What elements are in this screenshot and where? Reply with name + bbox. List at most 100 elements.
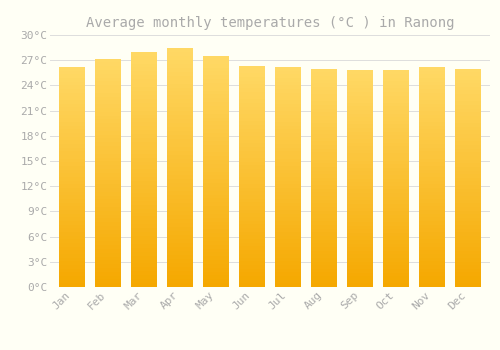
Bar [275, 250, 301, 254]
Bar [347, 106, 373, 110]
Bar [94, 264, 120, 268]
Bar [275, 177, 301, 181]
Bar [275, 214, 301, 217]
Bar [311, 225, 337, 229]
Bar [131, 60, 157, 64]
Bar [58, 162, 84, 166]
Bar [275, 195, 301, 199]
Bar [94, 146, 120, 150]
Bar [58, 96, 84, 100]
Bar [239, 184, 265, 188]
Bar [275, 269, 301, 272]
Bar [383, 175, 409, 178]
Bar [131, 283, 157, 287]
Bar [420, 203, 446, 206]
Bar [347, 121, 373, 125]
Bar [275, 74, 301, 78]
Bar [167, 231, 193, 235]
Bar [383, 77, 409, 81]
Bar [203, 225, 229, 229]
Bar [311, 94, 337, 98]
Bar [311, 196, 337, 200]
Bar [383, 200, 409, 204]
Bar [383, 172, 409, 175]
Bar [456, 269, 481, 272]
Bar [131, 197, 157, 201]
Bar [239, 188, 265, 191]
Bar [456, 90, 481, 94]
Bar [420, 250, 446, 254]
Bar [456, 254, 481, 258]
Bar [203, 229, 229, 233]
Bar [311, 265, 337, 269]
Bar [94, 116, 120, 119]
Bar [347, 240, 373, 244]
Bar [167, 116, 193, 119]
Bar [239, 206, 265, 210]
Bar [94, 112, 120, 116]
Bar [58, 254, 84, 258]
Bar [347, 211, 373, 215]
Bar [456, 160, 481, 163]
Bar [420, 206, 446, 210]
Bar [167, 283, 193, 287]
Bar [131, 150, 157, 154]
Bar [347, 77, 373, 81]
Bar [347, 258, 373, 262]
Bar [456, 116, 481, 120]
Bar [347, 103, 373, 106]
Bar [311, 145, 337, 149]
Bar [347, 164, 373, 168]
Bar [58, 181, 84, 184]
Bar [94, 222, 120, 226]
Bar [167, 267, 193, 271]
Bar [167, 207, 193, 211]
Bar [167, 91, 193, 96]
Bar [275, 104, 301, 107]
Bar [347, 153, 373, 157]
Bar [456, 94, 481, 98]
Bar [383, 96, 409, 99]
Bar [94, 119, 120, 123]
Bar [131, 252, 157, 255]
Bar [420, 232, 446, 236]
Bar [347, 204, 373, 208]
Bar [383, 142, 409, 146]
Bar [420, 96, 446, 100]
Bar [347, 161, 373, 164]
Bar [58, 155, 84, 159]
Bar [94, 93, 120, 97]
Bar [203, 237, 229, 241]
Bar [58, 272, 84, 276]
Bar [383, 186, 409, 189]
Bar [456, 178, 481, 181]
Bar [456, 199, 481, 203]
Bar [58, 214, 84, 217]
Bar [131, 236, 157, 240]
Bar [167, 107, 193, 111]
Bar [203, 121, 229, 125]
Bar [347, 244, 373, 247]
Bar [420, 181, 446, 184]
Bar [347, 186, 373, 189]
Bar [456, 181, 481, 185]
Bar [275, 155, 301, 159]
Bar [94, 184, 120, 188]
Bar [311, 258, 337, 261]
Bar [420, 136, 446, 140]
Bar [420, 265, 446, 269]
Bar [420, 107, 446, 111]
Bar [311, 102, 337, 105]
Bar [167, 76, 193, 79]
Bar [420, 214, 446, 217]
Bar [347, 117, 373, 121]
Bar [58, 206, 84, 210]
Bar [420, 195, 446, 199]
Bar [167, 263, 193, 267]
Bar [347, 247, 373, 251]
Bar [275, 166, 301, 170]
Bar [420, 228, 446, 232]
Bar [420, 126, 446, 129]
Bar [94, 81, 120, 85]
Bar [383, 153, 409, 157]
